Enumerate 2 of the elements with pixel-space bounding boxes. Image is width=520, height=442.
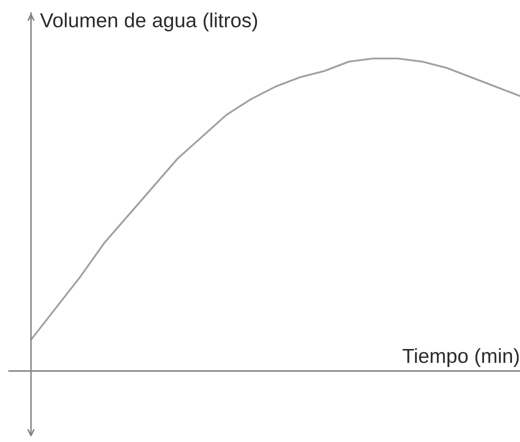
x-axis-title: Tiempo (min) <box>402 348 519 367</box>
y-axis-title: Volumen de agua (litros) <box>40 12 258 32</box>
